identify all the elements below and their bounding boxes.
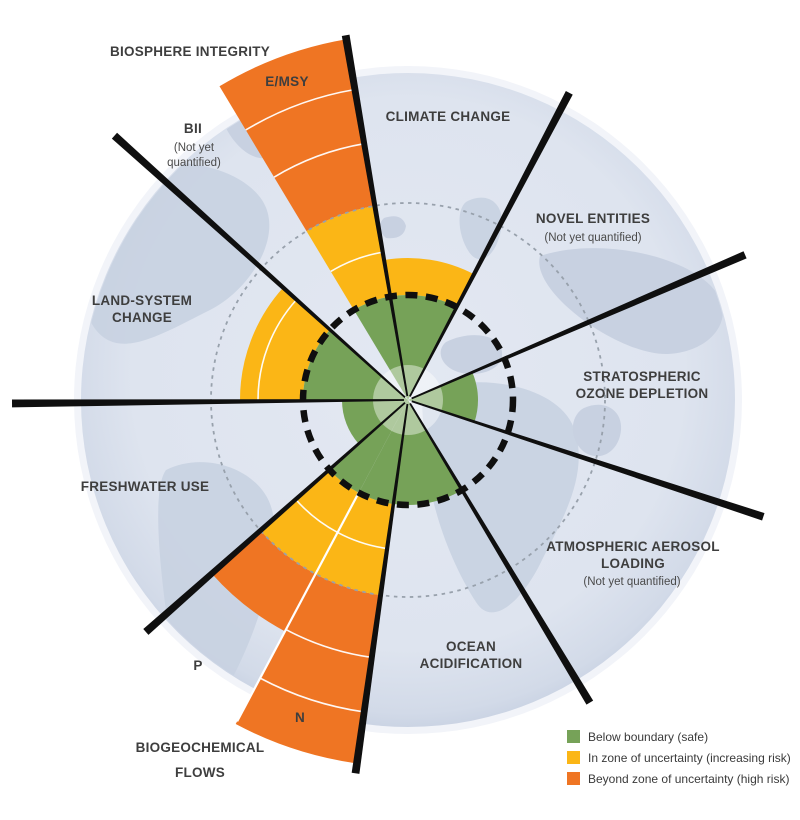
- novel-entities-note: (Not yet quantified): [544, 232, 641, 244]
- legend-label-uncertain: In zone of uncertainty (increasing risk): [588, 751, 791, 765]
- freshwater-use-safe-wedge: [342, 400, 408, 444]
- atmospheric-aerosol-loading-label: ATMOSPHERIC AEROSOL: [546, 539, 720, 554]
- biogeochemical-flows-group-label: FLOWS: [175, 765, 225, 780]
- ocean-acidification-safe-wedge: [393, 400, 463, 506]
- divider-line: [351, 403, 409, 774]
- biosphere-integrity-bii-note: quantified): [167, 157, 221, 169]
- grid-arc: [245, 88, 356, 131]
- grid-arc: [257, 299, 298, 402]
- divider-line: [111, 132, 406, 398]
- stratospheric-ozone-depletion-label: OZONE DEPLETION: [576, 386, 709, 401]
- landmass: [440, 335, 503, 374]
- legend-label-high_risk: Beyond zone of uncertainty (high risk): [588, 772, 789, 786]
- land-system-change-label: LAND-SYSTEM: [92, 293, 192, 308]
- grid-arc: [337, 531, 388, 550]
- grid-arc: [330, 251, 383, 273]
- divider-line: [143, 401, 406, 635]
- land-system-change-uncertainty-wedge: [240, 287, 330, 402]
- landmass: [572, 404, 622, 457]
- legend: Below boundary (safe) In zone of uncertai…: [567, 730, 791, 786]
- biosphere-integrity-emsy-high-risk-wedge: [219, 39, 375, 232]
- wedge-grid-arcs: [245, 88, 388, 713]
- labels: CLIMATE CHANGE NOVEL ENTITIES (Not yet qua…: [81, 44, 720, 780]
- atmospheric-aerosol-loading-note: (Not yet quantified): [583, 576, 680, 588]
- divider-line: [411, 400, 765, 521]
- climate-change-label: CLIMATE CHANGE: [386, 109, 511, 124]
- biosphere-integrity-emsy-sub-label: E/MSY: [265, 74, 309, 89]
- ocean-acidification-label: OCEAN: [446, 639, 496, 654]
- biogeochemical-flows-group-label: BIOGEOCHEMICAL: [136, 740, 265, 755]
- grid-arc: [295, 498, 338, 534]
- biogeochemical-flows-nitrogen-high-risk-wedge: [235, 573, 381, 764]
- legend-label-safe: Below boundary (safe): [588, 730, 708, 744]
- stratospheric-ozone-depletion-label: STRATOSPHERIC: [583, 369, 701, 384]
- center-halo: [373, 365, 443, 435]
- sector-divider-lines: [11, 34, 765, 774]
- novel-entities-label: NOVEL ENTITIES: [536, 211, 650, 226]
- land-system-change-safe-wedge: [303, 329, 408, 401]
- biogeochemical-flows-phosphorus-safe-wedge: [329, 400, 408, 493]
- divider-line: [341, 34, 409, 397]
- biosphere-integrity-bii-note: (Not yet: [174, 142, 215, 154]
- legend-swatch-high_risk: [567, 772, 580, 785]
- biosphere-integrity-emsy-uncertainty-wedge: [306, 205, 391, 310]
- climate-change-safe-wedge: [390, 295, 457, 400]
- legend-swatch-uncertain: [567, 751, 580, 764]
- atmospheric-aerosol-loading-label: LOADING: [601, 556, 665, 571]
- biogeochemical-flows-nitrogen-uncertainty-wedge: [315, 492, 394, 596]
- stratospheric-ozone-depletion-safe-wedge: [408, 372, 478, 422]
- biosphere-integrity-group-label: BIOSPHERE INTEGRITY: [110, 44, 270, 59]
- biogeochemical-flows-phosphorus-high-risk-wedge: [211, 530, 316, 632]
- ocean-acidification-label: ACIDIFICATION: [420, 656, 523, 671]
- legend-swatch-safe: [567, 730, 580, 743]
- divider-line: [409, 90, 573, 397]
- grid-arc: [273, 142, 365, 178]
- divider-line: [409, 402, 594, 705]
- biogeochemical-flows-nitrogen-sub-label: N: [295, 710, 305, 725]
- freshwater-use-label: FRESHWATER USE: [81, 479, 210, 494]
- divider-line: [11, 399, 405, 408]
- grid-arc: [259, 677, 365, 713]
- biogeochemical-flows-phosphorus-sub-label: P: [193, 658, 202, 673]
- grid-arc: [285, 628, 372, 659]
- landmass: [379, 216, 406, 239]
- biogeochemical-flows-phosphorus-uncertainty-wedge: [260, 469, 359, 574]
- land-system-change-label: CHANGE: [112, 310, 172, 325]
- landmass: [422, 382, 579, 613]
- nitrogen-phosphorus-divider: [236, 491, 361, 722]
- divider-line: [411, 251, 747, 400]
- biosphere-integrity-bii-sub-label: BII: [184, 121, 202, 136]
